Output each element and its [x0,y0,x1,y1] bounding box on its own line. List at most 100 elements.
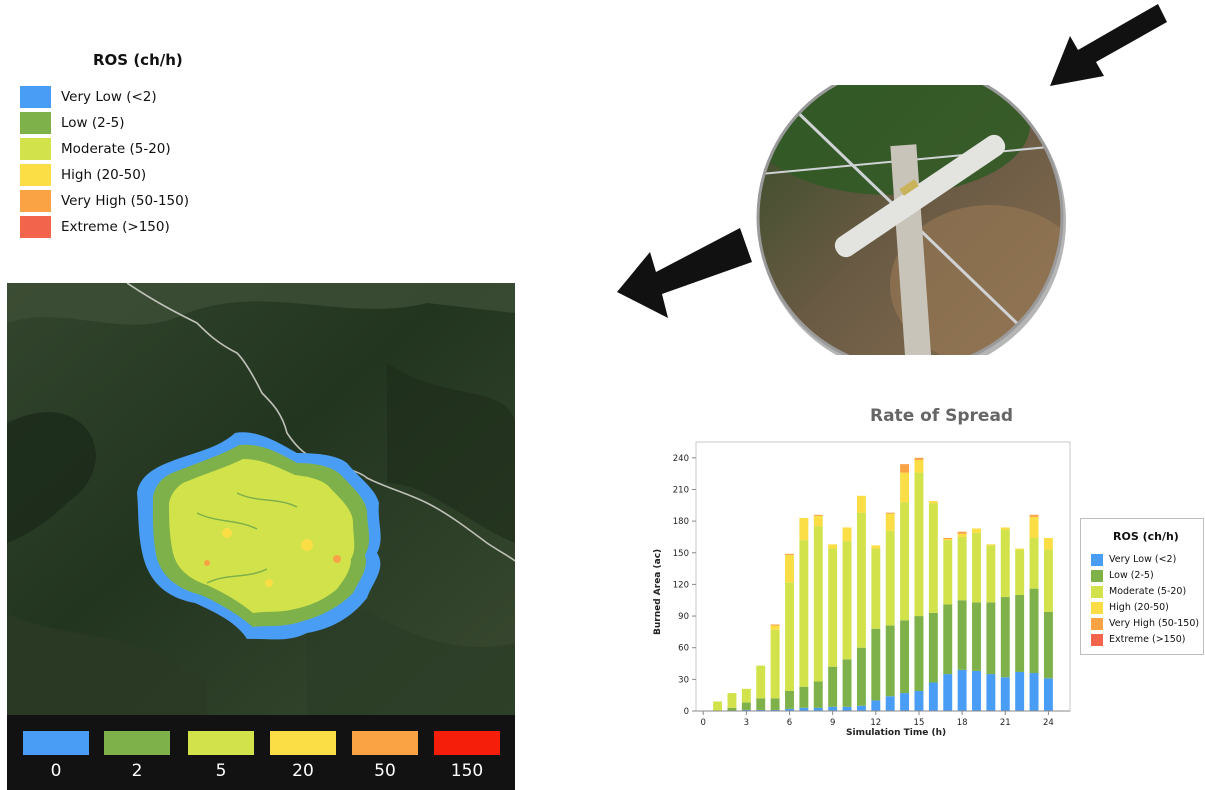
plot-area [695,441,1071,712]
colorbar-swatch [352,731,418,755]
bar-segment [756,709,766,711]
y-tick-label: 90 [678,612,689,622]
bar-segment [900,620,910,694]
y-tick-label: 150 [673,549,689,559]
x-tick-label: 24 [1043,718,1054,728]
bar-segment [842,541,852,660]
legend-swatch [1091,569,1103,582]
legend-swatch [1091,617,1103,630]
y-tick-label: 240 [673,454,689,464]
bar-segment [957,600,967,670]
bar-segment [957,533,967,537]
legend-label: Extreme (>150) [1109,634,1186,645]
bar-segment [928,501,938,504]
bar-segment [785,553,794,555]
y-tick-label: 120 [673,580,689,590]
legend-item: Extreme (>150) [20,216,170,238]
terrain-image [7,283,515,715]
x-tick-label: 18 [957,718,968,728]
chart-legend: ROS (ch/h) Very Low (<2) Low (2-5) Moder… [1080,518,1204,655]
legend-label: Extreme (>150) [61,219,170,235]
ros-colorbar: 0 2 5 20 50 150 [7,715,515,790]
bar-segment [900,502,910,621]
bar-segment [785,554,794,583]
legend-item: High (20-50) [1091,601,1169,614]
bar-segment [914,616,924,691]
bar-segment [770,698,780,710]
bar-segment [756,698,766,710]
bar-segment [871,700,881,711]
bar-segment [900,472,910,503]
x-tick-label: 15 [914,718,925,728]
bar-segment [741,709,751,711]
bar-segment [885,530,895,626]
bar-segment [1015,671,1025,711]
bar-segment [1000,677,1010,711]
legend-swatch [1091,585,1103,598]
colorbar-swatch [23,731,89,755]
legend-title: ROS (ch/h) [93,51,183,69]
bar-segment [813,515,823,527]
bar-segment [799,517,809,541]
chart-title: Rate of Spread [870,406,1014,426]
bar-segment [914,690,924,711]
bar-segment [1043,678,1053,711]
arrow-down-left-icon [1050,4,1167,86]
bar-segment [813,526,823,682]
bar-segment [1029,588,1039,674]
bar-segment [813,681,823,708]
bar-segment [972,602,981,671]
bar-segment [986,545,996,603]
legend-item: High (20-50) [20,164,146,186]
bar-segment [828,706,838,711]
colorbar-swatch [104,731,170,755]
legend-item: Moderate (5-20) [1091,585,1186,598]
bar-segment [785,708,794,711]
legend-swatch [20,138,51,160]
x-tick-label: 3 [744,718,749,728]
bar-segment [813,514,823,516]
bar-segment [900,464,910,473]
bar-segment [842,527,852,542]
legend-title: ROS (ch/h) [1113,530,1179,543]
bar-segment [943,540,953,605]
bar-segment [799,686,809,708]
bar-segment [1043,611,1053,679]
bar-segment [928,612,938,683]
y-axis-label: Burned Area (ac) [653,549,663,635]
bar-segment [900,693,910,711]
bar-segment [986,674,996,711]
colorbar-label: 5 [215,761,227,781]
bar-segment [1015,594,1025,672]
bar-segment [741,702,751,710]
bar-segment [871,548,881,629]
bar-segment [828,544,838,549]
legend-label: Moderate (5-20) [1109,586,1187,597]
bar-segment [943,537,953,540]
colorbar-label: 150 [450,761,484,781]
bar-segment [957,536,967,601]
bar-segment [1000,527,1010,530]
x-tick-label: 9 [830,718,835,728]
legend-label: Very Low (<2) [61,89,157,105]
legend-swatch [20,112,51,134]
fire-spread-map[interactable]: 0 2 5 20 50 150 [7,283,515,790]
bar-segment [914,457,924,460]
legend-swatch [20,190,51,212]
y-tick-label: 0 [684,707,689,717]
legend-label: Low (2-5) [1109,570,1154,581]
bar-segment [1015,548,1025,550]
bar-segment [785,690,794,709]
bar-segment [885,513,895,531]
legend-item: Very Low (<2) [20,86,157,108]
x-axis-label: Simulation Time (h) [846,728,946,738]
bar-segment [785,582,794,691]
x-tick-label: 0 [700,718,705,728]
bar-segment [828,548,838,667]
rate-of-spread-chart: 0 3 6 9 12 15 18 21 24 0 30 60 90 120 150 180 210 240 Si… [653,441,1071,738]
bar-segment [943,539,953,541]
bar-segment [1000,529,1010,598]
bar-segment [842,659,852,707]
bar-segment [885,512,895,514]
bar-segment [770,709,780,711]
